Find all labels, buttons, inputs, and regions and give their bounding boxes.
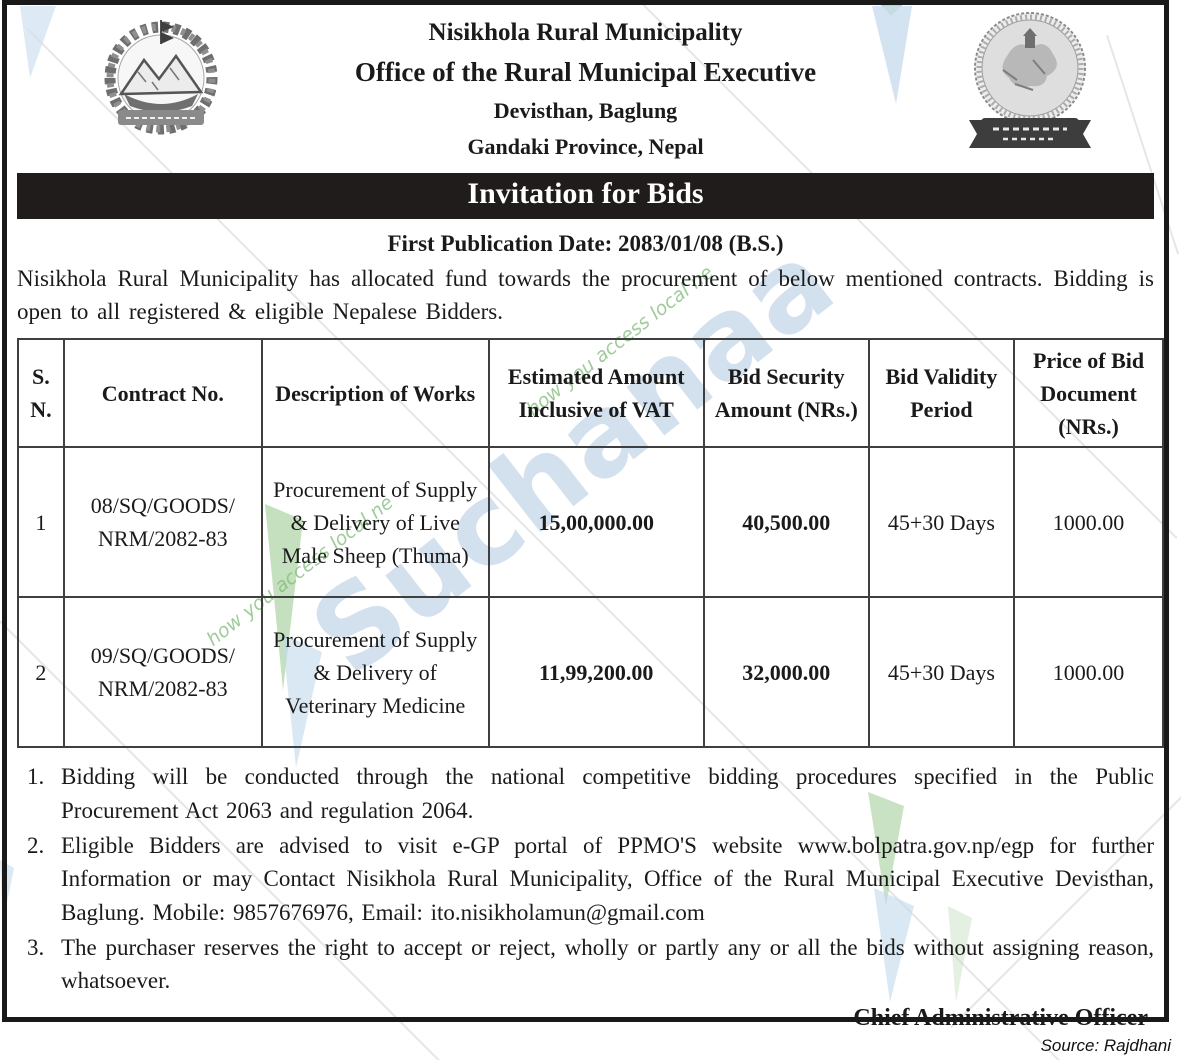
province-line: Gandaki Province, Nepal	[467, 134, 704, 159]
cell-sn: 2	[17, 596, 65, 749]
col-header-bid-security: Bid Security Amount (NRs.)	[702, 338, 870, 449]
cell-description: Procurement of Supply & Delivery of Vete…	[260, 596, 490, 749]
col-header-contract-no: Contract No.	[62, 338, 263, 449]
office-name: Office of the Rural Municipal Executive	[354, 57, 817, 87]
table-row: 2 09/SQ/GOODS/ NRM/2082-83 Procurement o…	[17, 596, 1164, 749]
note-item: 2. Eligible Bidders are advised to visit…	[17, 829, 1154, 929]
cell-sn: 1	[17, 446, 65, 599]
col-header-estimated-amount: Estimated Amount Inclusive of VAT	[487, 338, 705, 449]
table-header-row: S. N. Contract No. Description of Works …	[17, 338, 1164, 449]
cell-document-price: 1000.00	[1013, 446, 1164, 599]
cell-estimated-amount: 11,99,200.00	[487, 596, 705, 749]
col-header-document-price: Price of Bid Document (NRs.)	[1013, 338, 1164, 449]
note-number: 2.	[27, 833, 45, 858]
bids-table: S. N. Contract No. Description of Works …	[17, 338, 1164, 749]
municipality-name: Nisikhola Rural Municipality	[428, 19, 743, 46]
cell-bid-validity: 45+30 Days	[867, 446, 1016, 599]
invitation-banner: Invitation for Bids	[17, 173, 1154, 219]
signature-title: Chief Administrative Officer	[853, 1004, 1148, 1031]
note-item: 3. The purchaser reserves the right to a…	[17, 931, 1154, 998]
note-number: 3.	[27, 935, 45, 961]
col-header-description: Description of Works	[260, 338, 490, 449]
source-credit: Source: Rajdhani	[1040, 1036, 1171, 1055]
national-emblem-logo	[104, 20, 218, 135]
note-text: Bidding will be conducted through the na…	[61, 764, 1154, 823]
cell-bid-security: 40,500.00	[702, 446, 870, 599]
notes-list: 1. Bidding will be conducted through the…	[17, 760, 1154, 997]
intro-paragraph: Nisikhola Rural Municipality has allocat…	[17, 266, 1154, 324]
col-header-sn: S. N.	[17, 338, 65, 449]
cell-bid-security: 32,000.00	[702, 596, 870, 749]
cell-bid-validity: 45+30 Days	[867, 596, 1016, 749]
cell-contract-no: 09/SQ/GOODS/ NRM/2082-83	[62, 596, 263, 749]
letterhead: Nisikhola Rural Municipality Office of t…	[7, 5, 1164, 160]
publication-date: First Publication Date: 2083/01/08 (B.S.…	[387, 231, 784, 256]
banner-title: Invitation for Bids	[467, 177, 704, 210]
cell-document-price: 1000.00	[1013, 596, 1164, 749]
note-text: The purchaser reserves the right to acce…	[61, 935, 1154, 994]
note-number: 1.	[27, 764, 45, 790]
municipality-seal-logo	[969, 12, 1091, 148]
table-row: 1 08/SQ/GOODS/ NRM/2082-83 Procurement o…	[17, 446, 1164, 599]
cell-description: Procurement of Supply & Delivery of Live…	[260, 446, 490, 599]
note-item: 1. Bidding will be conducted through the…	[17, 760, 1154, 827]
cell-estimated-amount: 15,00,000.00	[487, 446, 705, 599]
note-text: Eligible Bidders are advised to visit e-…	[61, 833, 1154, 925]
cell-contract-no: 08/SQ/GOODS/ NRM/2082-83	[62, 446, 263, 599]
col-header-bid-validity: Bid Validity Period	[867, 338, 1016, 449]
address-line: Devisthan, Baglung	[493, 98, 678, 123]
